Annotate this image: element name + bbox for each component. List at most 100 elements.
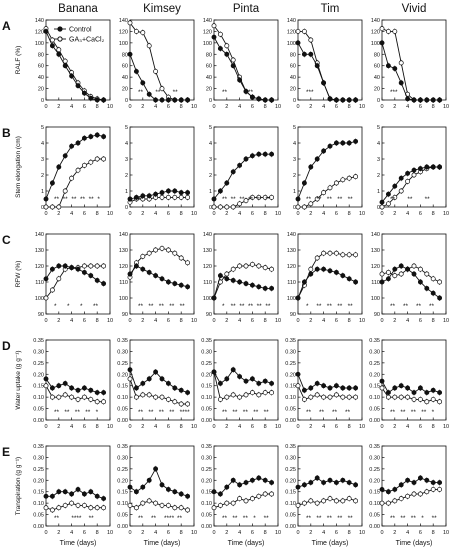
control-series-point xyxy=(140,193,146,199)
significance-marker: ** xyxy=(400,515,406,522)
control-series-point xyxy=(340,140,346,146)
treatment-series-point xyxy=(178,194,184,200)
control-series-point xyxy=(49,493,55,499)
treatment-series-point xyxy=(81,263,87,269)
significance-marker: ** xyxy=(327,196,333,203)
control-series-point xyxy=(424,285,430,291)
x-axis-label: Time (days) xyxy=(396,540,433,547)
treatment-series-point xyxy=(211,204,217,210)
y-tick-label: 110 xyxy=(371,280,380,286)
row-letter-a: A xyxy=(2,19,11,33)
significance-marker: ** xyxy=(248,196,254,203)
significance-marker: ** xyxy=(89,515,95,522)
control-series-point xyxy=(165,279,171,285)
y-tick-label: 0.10 xyxy=(369,501,380,507)
control-series-point xyxy=(62,380,68,386)
control-series-point xyxy=(295,40,301,46)
control-series-point xyxy=(172,385,178,391)
control-series-point xyxy=(314,475,320,481)
treatment-series-point xyxy=(217,502,223,508)
control-series-point xyxy=(224,376,230,382)
y-tick-label: 0.35 xyxy=(285,338,296,344)
control-series-point xyxy=(411,167,417,173)
treatment-series-line xyxy=(45,502,104,511)
control-series-point xyxy=(94,390,100,396)
treatment-series-line xyxy=(129,500,188,511)
y-tick-label: 80 xyxy=(206,52,212,58)
control-series-point xyxy=(405,170,411,176)
significance-marker: * xyxy=(253,515,256,522)
treatment-series-point xyxy=(94,156,100,162)
x-tick-label: 4 xyxy=(154,424,157,430)
control-series-point xyxy=(249,477,255,483)
y-tick-label: 0.30 xyxy=(285,455,296,461)
control-series-point xyxy=(398,80,404,86)
y-tick-label: 100 xyxy=(119,296,128,302)
treatment-series-point xyxy=(385,28,391,34)
control-series-point xyxy=(353,138,359,144)
treatment-series-point xyxy=(88,505,94,511)
control-series-point xyxy=(49,43,55,49)
x-tick-label: 0 xyxy=(128,530,131,536)
control-series-point xyxy=(146,376,152,382)
control-series-point xyxy=(301,180,307,186)
y-axis-label: Water uptake (g g⁻¹) xyxy=(15,350,22,409)
control-series-point xyxy=(411,97,417,103)
significance-marker: ** xyxy=(265,303,271,310)
significance-marker: ** xyxy=(403,303,409,310)
y-tick-label: 0.25 xyxy=(285,467,296,473)
control-series-point xyxy=(185,284,191,290)
treatment-series-point xyxy=(224,204,230,210)
treatment-series-point xyxy=(127,20,133,26)
y-tick-label: 0 xyxy=(209,205,212,211)
control-series-point xyxy=(133,263,139,269)
treatment-series-point xyxy=(237,496,243,502)
x-tick-label: 10 xyxy=(443,211,449,217)
treatment-series-point xyxy=(133,28,139,34)
control-series-point xyxy=(346,480,352,486)
y-tick-label: 3 xyxy=(41,157,44,163)
treatment-series-point xyxy=(379,500,385,506)
treatment-series-point xyxy=(398,188,404,194)
x-tick-label: 8 xyxy=(264,104,267,110)
significance-marker: ** xyxy=(265,196,271,203)
x-tick-label: 10 xyxy=(275,104,281,110)
control-series-point xyxy=(230,169,236,175)
treatment-series-point xyxy=(88,263,94,269)
treatment-series-line xyxy=(381,166,440,208)
significance-marker: ** xyxy=(411,409,417,416)
control-series-point xyxy=(81,491,87,497)
treatment-series-point xyxy=(398,496,404,502)
control-series-point xyxy=(262,477,268,483)
control-series-point xyxy=(385,390,391,396)
treatment-series-point xyxy=(237,263,243,269)
treatment-series-point xyxy=(430,396,436,402)
control-series-point xyxy=(75,387,81,393)
y-tick-label: 0.25 xyxy=(369,467,380,473)
y-tick-label: 0.00 xyxy=(285,418,296,424)
panel-frame xyxy=(213,19,279,101)
significance-marker: * xyxy=(222,303,225,310)
control-series-point xyxy=(256,96,262,102)
control-series-point xyxy=(172,489,178,495)
control-series-point xyxy=(81,135,87,141)
y-tick-label: 0.35 xyxy=(33,338,44,344)
x-tick-label: 4 xyxy=(406,211,409,217)
treatment-series-point xyxy=(172,505,178,511)
control-series-point xyxy=(159,190,165,196)
x-tick-label: 8 xyxy=(348,318,351,324)
control-series-point xyxy=(340,385,346,391)
y-tick-label: 0.15 xyxy=(369,490,380,496)
y-axis-label: RALF (%) xyxy=(15,46,22,75)
y-tick-label: 0.15 xyxy=(285,490,296,496)
y-tick-label: 120 xyxy=(287,29,296,35)
x-tick-label: 2 xyxy=(57,318,60,324)
control-series-line xyxy=(213,36,272,101)
x-tick-label: 0 xyxy=(296,104,299,110)
significance-marker: ** xyxy=(155,89,161,96)
control-series-point xyxy=(398,482,404,488)
significance-marker: ** xyxy=(138,303,144,310)
control-series-point xyxy=(146,269,152,275)
treatment-series-point xyxy=(224,271,230,277)
control-series-line xyxy=(297,268,356,299)
